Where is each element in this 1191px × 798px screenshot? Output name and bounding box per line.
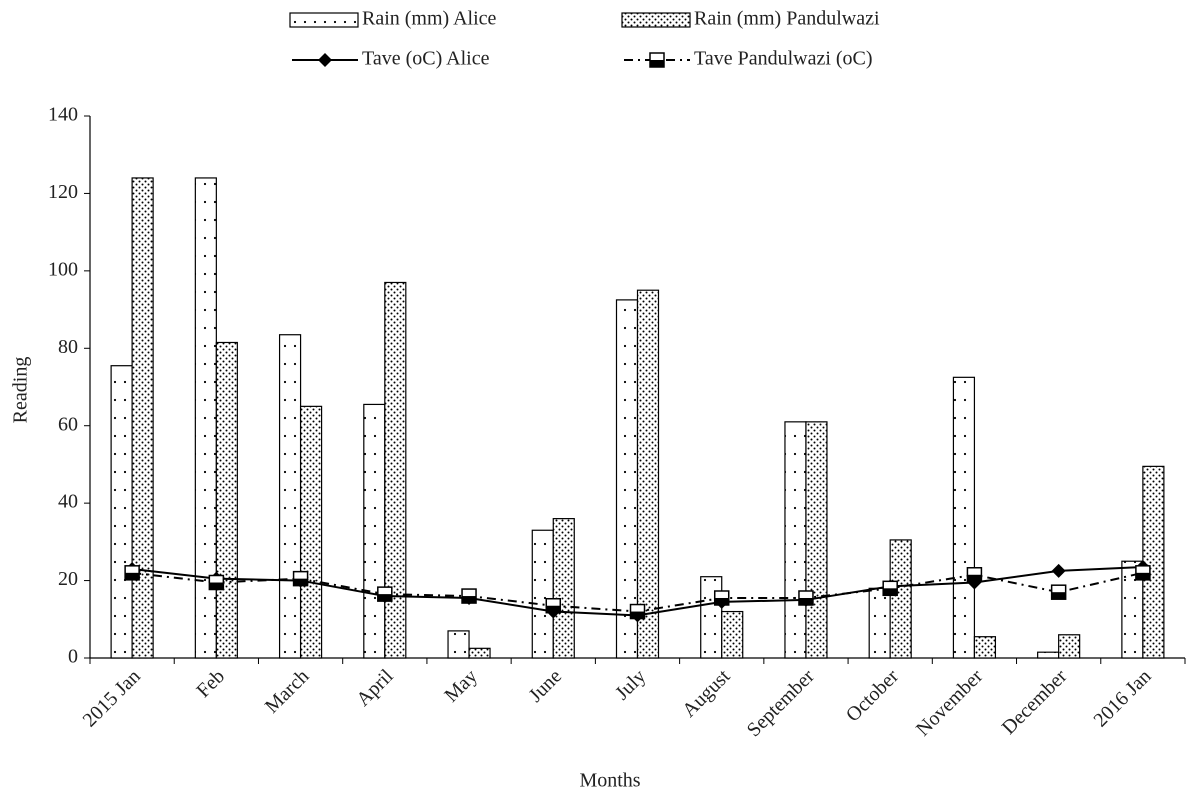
- line-marker: [292, 570, 309, 587]
- line-marker: [461, 588, 477, 604]
- x-tick-label: August: [678, 665, 735, 722]
- bar: [468, 647, 491, 659]
- legend-marker: [649, 52, 665, 68]
- marker-bottom: [1135, 572, 1150, 580]
- line-marker: [798, 590, 814, 606]
- bar: [552, 518, 575, 659]
- line-marker: [1050, 584, 1067, 600]
- line-marker: [545, 597, 562, 614]
- marker-bottom: [650, 60, 664, 67]
- bar: [110, 365, 133, 659]
- bar: [1142, 465, 1165, 659]
- marker-bottom: [967, 574, 982, 582]
- bar: [952, 376, 976, 659]
- y-tick-label: 20: [58, 568, 78, 590]
- x-tick-label: May: [440, 665, 481, 706]
- legend-swatch: [621, 12, 691, 28]
- bar: [1037, 651, 1060, 659]
- bar: [363, 403, 386, 659]
- x-tick-label: 2015 Jan: [79, 665, 145, 731]
- y-tick-label: 0: [68, 646, 78, 668]
- y-tick-label: 60: [58, 413, 78, 435]
- x-tick-label: March: [261, 665, 313, 717]
- x-tick-label: June: [525, 665, 567, 707]
- bar: [805, 421, 828, 659]
- bar: [531, 529, 554, 659]
- marker-bottom: [798, 597, 813, 605]
- marker-bottom: [125, 572, 140, 580]
- line-marker: [629, 603, 646, 620]
- bar: [131, 177, 154, 659]
- legend-marker: [318, 53, 332, 67]
- bar: [1058, 634, 1081, 659]
- x-tick-label: 2016 Jan: [1089, 665, 1155, 731]
- marker-bottom: [714, 597, 729, 605]
- x-tick-label: October: [842, 665, 903, 726]
- line-marker: [124, 565, 140, 581]
- legend-label: Tave Pandulwazi (oC): [694, 48, 873, 70]
- x-tick-label: November: [912, 665, 987, 740]
- marker-bottom: [377, 594, 392, 602]
- legend-label: Rain (mm) Pandulwazi: [694, 8, 880, 30]
- y-tick-label: 120: [48, 181, 78, 203]
- bar: [299, 405, 323, 659]
- bar: [447, 630, 470, 659]
- y-tick-label: 40: [58, 491, 78, 513]
- bar: [868, 587, 891, 659]
- bar: [384, 281, 407, 659]
- y-tick-label: 140: [48, 104, 78, 126]
- line-marker: [882, 580, 898, 597]
- line-marker: [1051, 563, 1066, 578]
- marker-bottom: [293, 578, 308, 586]
- bar: [784, 421, 807, 659]
- y-axis-title: Reading: [10, 357, 32, 424]
- line-marker: [208, 574, 225, 591]
- line-marker: [377, 586, 393, 602]
- line-marker: [966, 567, 983, 583]
- bar: [278, 334, 302, 659]
- marker-bottom: [883, 588, 898, 596]
- y-tick-label: 100: [48, 258, 78, 280]
- legend-label: Tave (oC) Alice: [362, 48, 490, 70]
- bar: [636, 289, 660, 659]
- marker-bottom: [1051, 592, 1066, 600]
- bar: [973, 636, 997, 659]
- line-marker: [1135, 565, 1151, 581]
- marker-bottom: [546, 605, 561, 613]
- bar: [889, 539, 912, 659]
- marker-bottom: [209, 582, 224, 590]
- x-tick-label: July: [611, 665, 650, 704]
- x-tick-label: September: [743, 665, 819, 741]
- legend-swatch: [289, 12, 359, 28]
- x-tick-label: December: [998, 665, 1072, 739]
- x-tick-label: Feb: [192, 665, 229, 702]
- x-tick-label: April: [352, 665, 398, 711]
- bar: [700, 576, 723, 659]
- marker-bottom: [462, 596, 477, 604]
- x-axis-title: Months: [579, 770, 640, 792]
- marker-bottom: [630, 611, 645, 619]
- line-marker: [713, 590, 730, 606]
- bar: [215, 341, 238, 659]
- y-tick-label: 80: [58, 336, 78, 358]
- bar: [721, 610, 744, 659]
- legend-label: Rain (mm) Alice: [362, 8, 497, 30]
